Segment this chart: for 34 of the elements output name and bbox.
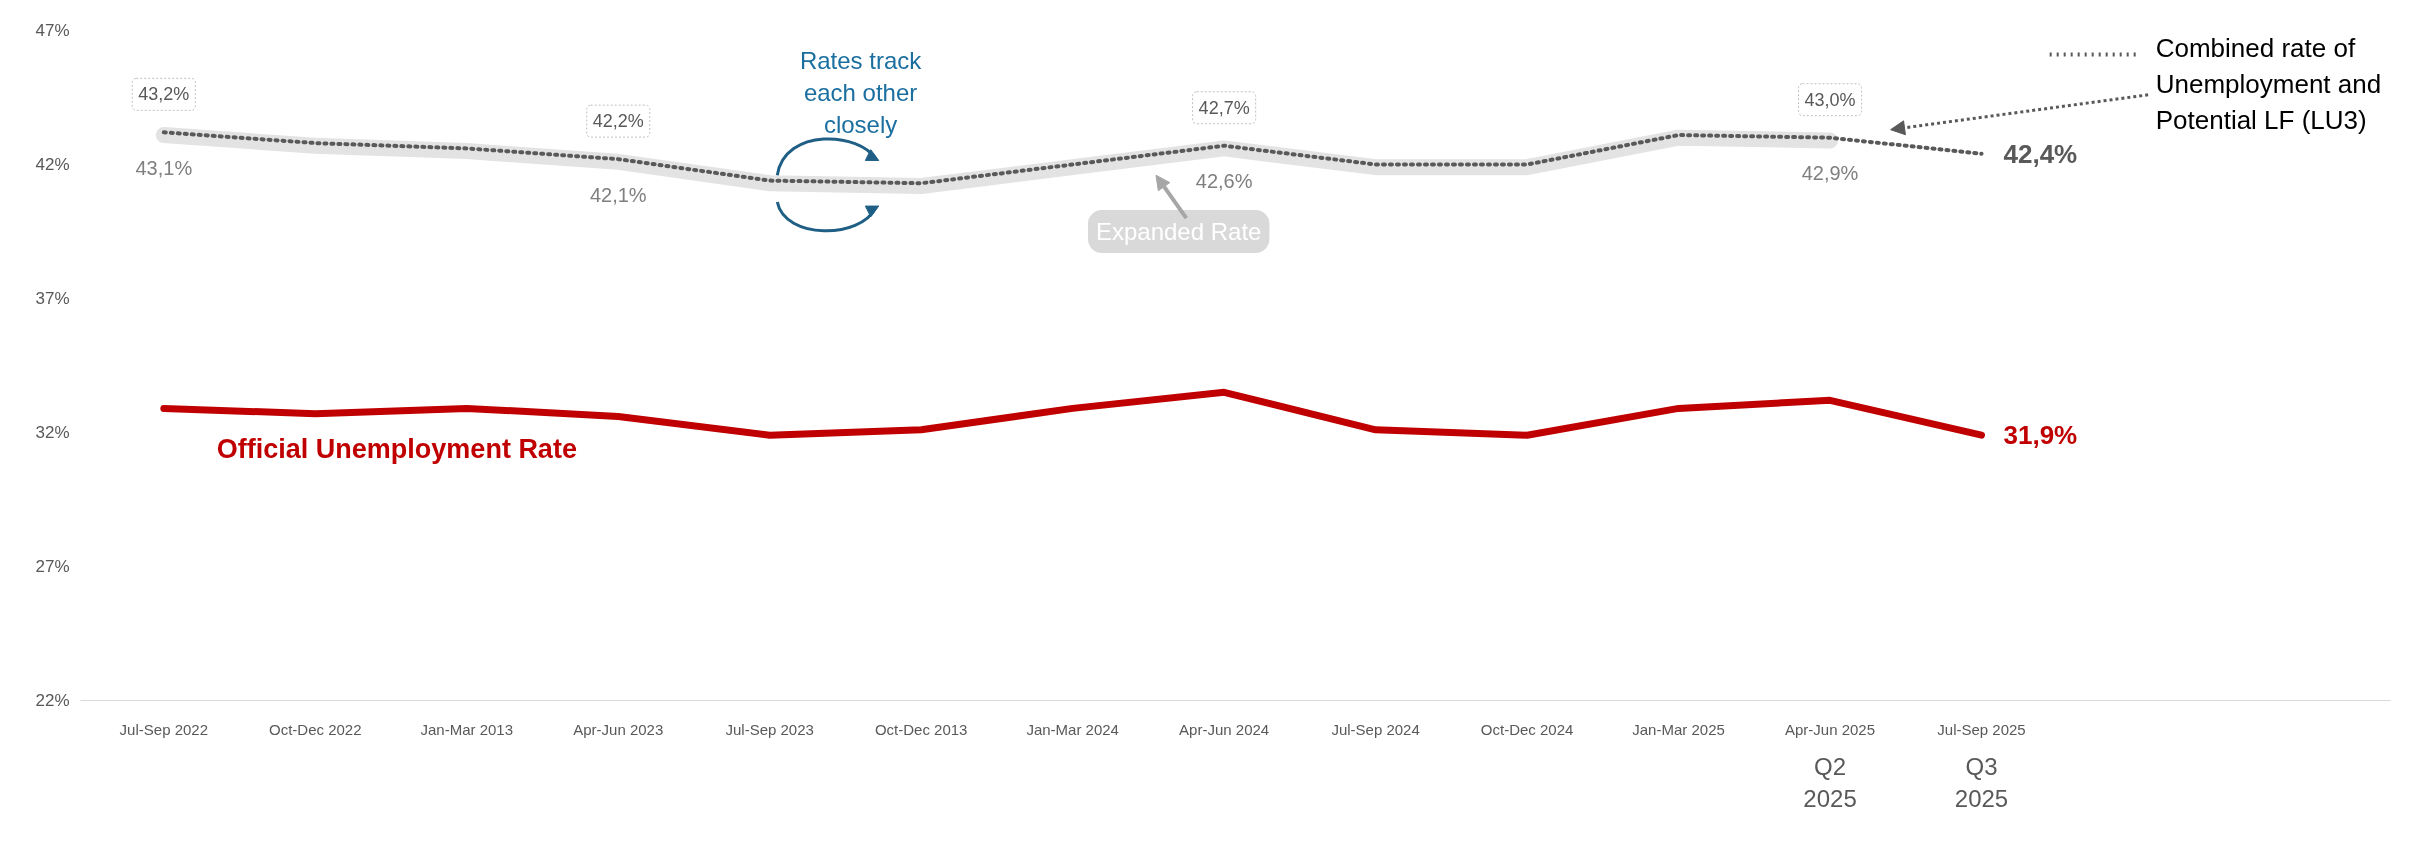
data-label: 43,0% (1804, 89, 1856, 110)
annotation: Rates track each other closely (799, 46, 923, 139)
x-tick-label: Jan-Mar 2013 (420, 720, 514, 738)
x-tick-label: Jan-Mar 2024 (1026, 720, 1119, 738)
x-tick-label: Jan-Mar 2025 (1632, 720, 1725, 738)
data-label: 43,2% (138, 84, 190, 105)
x-tick-label: Apr-Jun 2023 (573, 720, 664, 738)
x-tick-label: Apr-Jun 2025 (1785, 720, 1876, 738)
data-label: 42,1% (589, 183, 647, 206)
data-label: 42,2% (592, 111, 644, 132)
x-tick-label: Jul-Sep 2025 (1937, 720, 2026, 738)
x-tick-label: Oct-Dec 2022 (269, 720, 362, 738)
y-tick-label: 47% (35, 21, 70, 40)
y-tick-label: 32% (35, 423, 70, 442)
text: Q3 2025 (1954, 752, 2009, 812)
data-label: 42,4% (2003, 138, 2078, 169)
y-tick-label: 37% (35, 289, 70, 308)
legend-label: Combined rate of Unemployment and Potential LF (LU3) (2155, 33, 2382, 136)
x-tick-label: Jul-Sep 2024 (1331, 720, 1420, 738)
x-tick-label: Apr-Jun 2024 (1179, 720, 1270, 738)
x-tick-label: Jul-Sep 2022 (119, 720, 209, 738)
text: Q2 2025 (1803, 752, 1857, 812)
y-tick-label: 22% (35, 691, 70, 710)
data-label: 31,9% (2003, 420, 2078, 451)
y-tick-label: 42% (35, 155, 70, 174)
data-label: 43,1% (135, 157, 193, 180)
x-tick-label: Oct-Dec 2024 (1480, 720, 1574, 738)
data-label: 42,9% (1801, 162, 1859, 185)
series-label: Official Unemployment Rate (216, 433, 577, 464)
x-tick-label: Oct-Dec 2013 (874, 720, 968, 738)
data-label: 42,7% (1198, 97, 1250, 118)
x-tick-label: Jul-Sep 2023 (725, 720, 814, 738)
y-tick-label: 27% (35, 557, 70, 576)
data-label: 42,6% (1195, 170, 1253, 193)
